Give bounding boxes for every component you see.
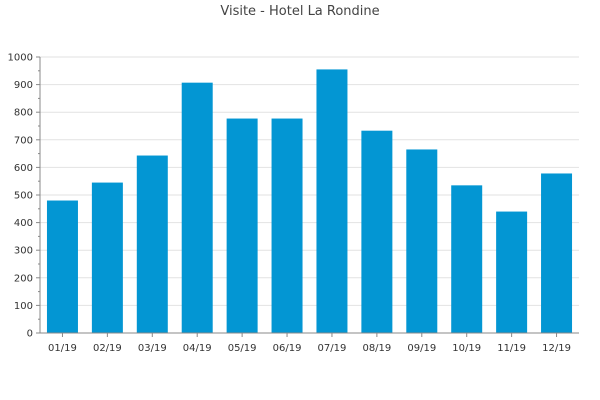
bar <box>361 130 393 333</box>
y-tick-label: 0 <box>27 329 33 340</box>
axes <box>36 56 579 337</box>
y-tick-label: 1000 <box>8 53 33 64</box>
y-tick-label: 900 <box>14 80 33 91</box>
x-tick-label: 11/19 <box>497 343 526 354</box>
bar <box>226 118 258 333</box>
bar <box>136 155 168 333</box>
bar <box>181 82 213 333</box>
y-tick-label: 600 <box>14 163 33 174</box>
x-tick-label: 01/19 <box>48 343 77 354</box>
x-tick-label: 10/19 <box>452 343 481 354</box>
x-tick-label: 03/19 <box>138 343 167 354</box>
x-tick-label: 04/19 <box>183 343 212 354</box>
y-tick-label: 300 <box>14 246 33 257</box>
bar <box>91 182 123 333</box>
tick-labels: 0 100 200 300 400 500 600 700 800 900 1000 01/19 02/… <box>8 53 571 355</box>
x-tick-label: 12/19 <box>542 343 571 354</box>
bar <box>496 211 528 333</box>
x-tick-label: 08/19 <box>362 343 391 354</box>
y-tick-label: 800 <box>14 108 33 119</box>
y-tick-label: 700 <box>14 135 33 146</box>
y-tick-label: 500 <box>14 191 33 202</box>
bar <box>406 149 438 333</box>
y-tick-label: 200 <box>14 273 33 284</box>
x-tick-label: 09/19 <box>407 343 436 354</box>
bar <box>46 200 78 333</box>
x-tick-label: 02/19 <box>93 343 122 354</box>
y-tick-label: 100 <box>14 301 33 312</box>
x-tick-label: 07/19 <box>318 343 347 354</box>
grid-lines <box>40 56 579 306</box>
x-tick-label: 06/19 <box>273 343 302 354</box>
bar <box>451 185 483 333</box>
chart-title: Visite - Hotel La Rondine <box>220 4 380 19</box>
bar <box>316 69 348 334</box>
bars <box>46 69 573 334</box>
bar <box>541 173 573 333</box>
y-tick-label: 400 <box>14 218 33 229</box>
bar <box>271 118 303 333</box>
x-tick-label: 05/19 <box>228 343 257 354</box>
